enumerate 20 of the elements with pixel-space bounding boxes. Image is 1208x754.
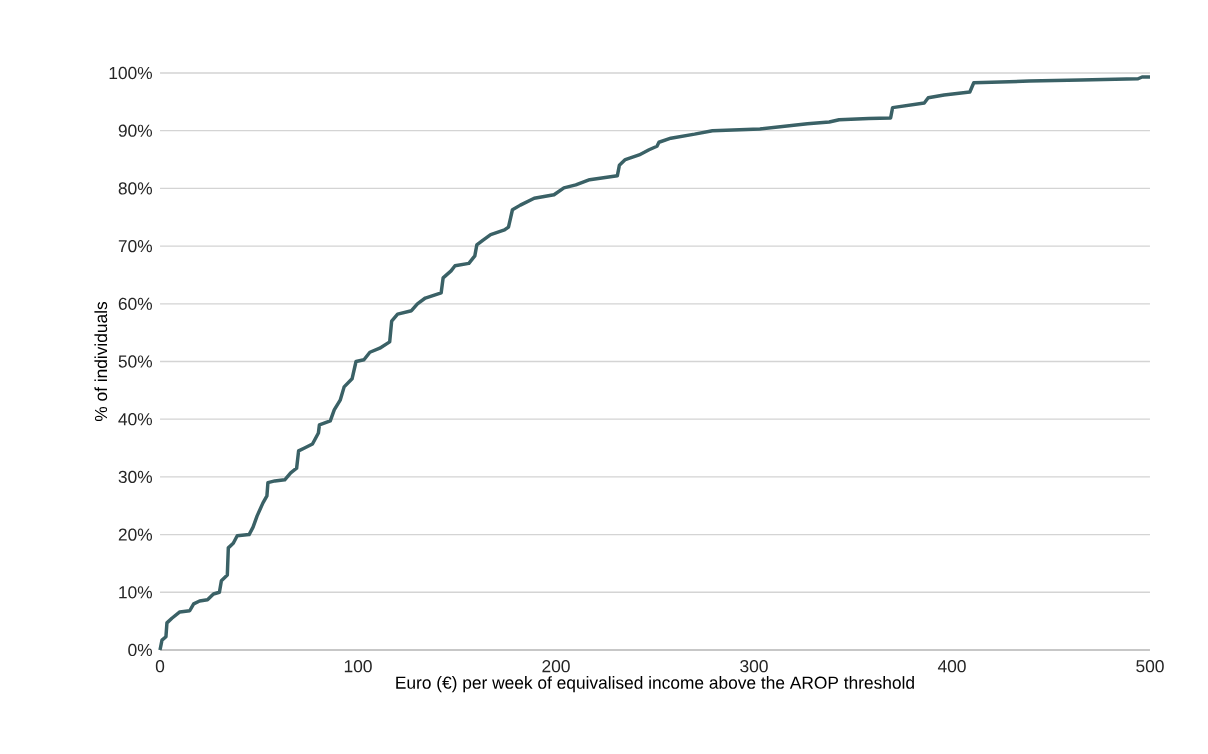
x-tick-label: 100 [344,660,372,673]
y-tick-label: 0% [128,643,153,657]
x-tick-label: 0 [155,660,165,673]
x-tick-label: 500 [1136,660,1164,673]
y-tick-label: 10% [119,586,153,599]
y-tick-label: 80% [118,182,153,195]
x-tick-label: 400 [937,660,966,673]
x-tick-label: 200 [542,660,570,673]
y-tick-label: 70% [118,239,153,253]
line-series [158,75,1152,652]
y-tick-label: 100% [109,66,153,80]
y-tick-label: 30% [118,470,153,484]
y-tick-label: 60% [118,297,153,310]
x-axis-title: Euro (€) per week of equivalised income above the AROP threshold [396,676,914,693]
y-tick-label: 40% [118,413,153,426]
y-axis-title: % of individuals [94,301,108,422]
y-tick-label: 50% [118,355,153,368]
x-tick-label: 300 [740,660,768,673]
y-tick-label: 20% [118,528,153,541]
y-tick-label: 90% [118,124,153,137]
